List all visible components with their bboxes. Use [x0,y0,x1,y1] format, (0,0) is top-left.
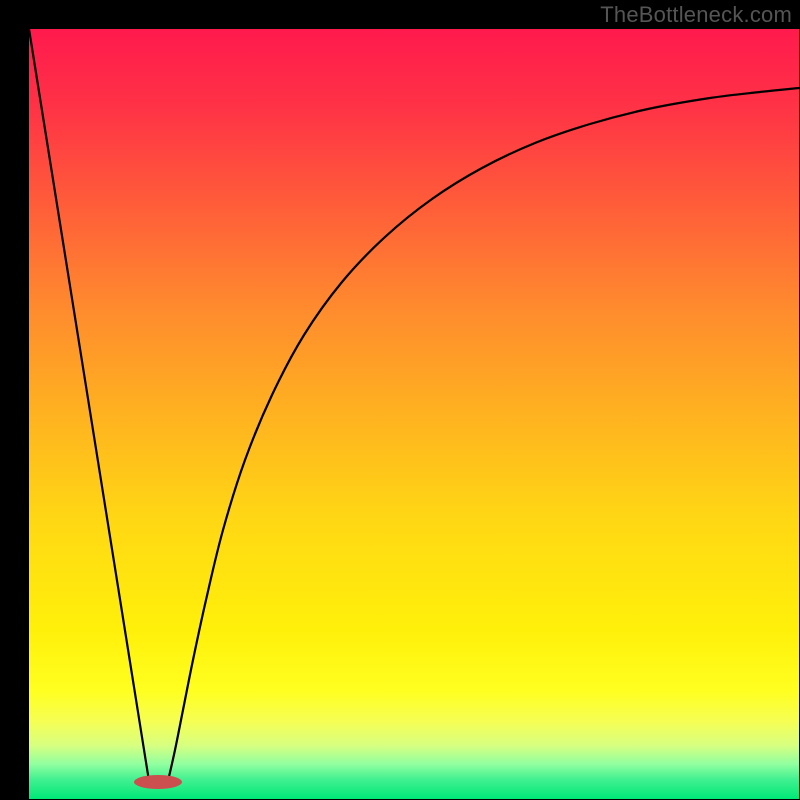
bottom-marker [134,775,182,789]
plot-area [29,29,799,799]
watermark-text: TheBottleneck.com [600,2,792,28]
bottleneck-chart [0,0,800,800]
chart-container: TheBottleneck.com [0,0,800,800]
